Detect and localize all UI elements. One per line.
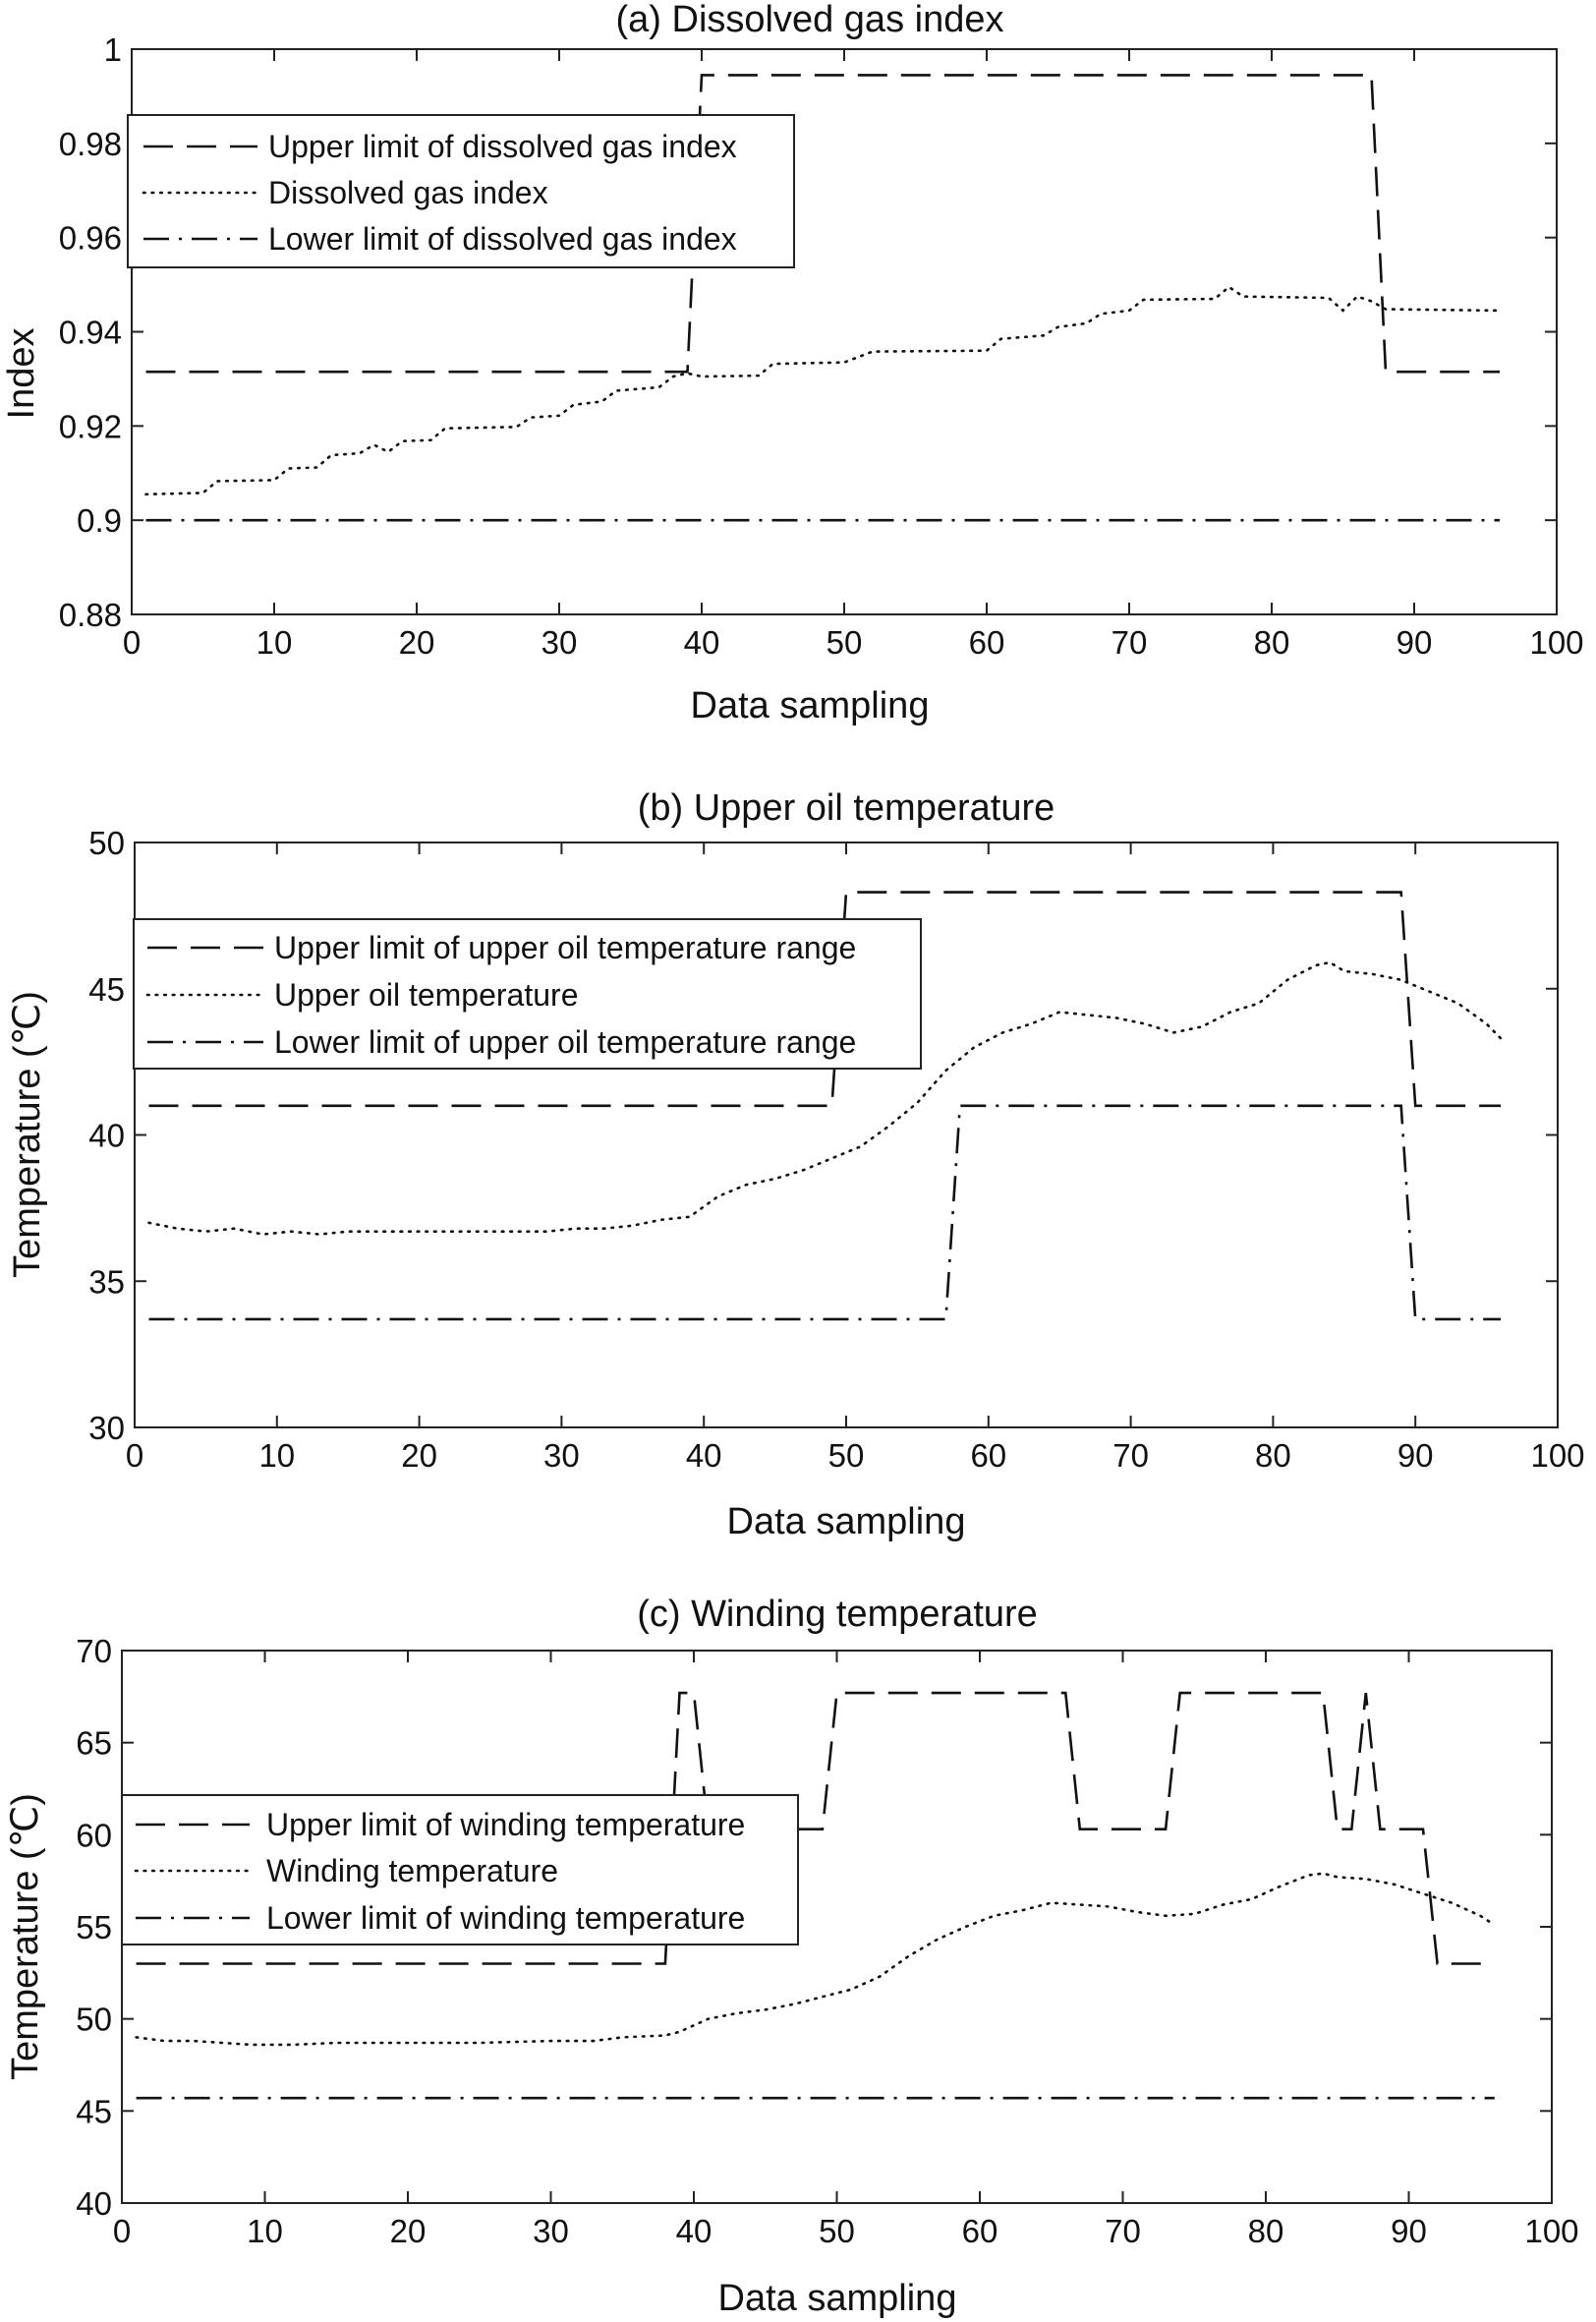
panel-c-xtick-label: 30 [533,2213,569,2249]
panel-c-ytick-label: 65 [76,1725,112,1762]
panel-c-xtick-label: 20 [390,2213,427,2249]
panel-a-xtick-label: 30 [542,624,578,661]
panel-b-ytick-label: 45 [88,971,125,1008]
panel-a-series-upper [145,74,1500,374]
panel-c-legend-label-value: Winding temperature [266,1853,558,1888]
panel-b-xtick-label: 0 [126,1437,143,1474]
panel-b-ytick-label: 30 [88,1410,125,1446]
panel-a-ytick-label: 0.94 [59,315,122,351]
panel-b-series-lower [148,1104,1502,1321]
panel-c-ytick-label: 55 [76,1909,112,1945]
panel-a-ytick-label: 0.96 [59,220,122,257]
panel-a-ticks: 0 10 20 30 40 50 60 70 80 90 100 0.88 0.9 0.92 0.94 0.9… [59,31,1584,661]
panel-a-legend-label-lower: Lower limit of dissolved gas index [268,221,737,257]
panel-a-ylabel: Index [1,328,42,420]
panel-c-xtick-label: 60 [962,2213,998,2249]
panel-b-legend: Upper limit of upper oil temperature ran… [133,918,922,1070]
panel-a-ytick-label: 1 [104,31,122,68]
panel-b: (b) Upper oil temperature Data sampling … [7,787,1585,1542]
panel-c-xlabel: Data sampling [718,2278,957,2319]
panel-b-xtick-label: 30 [543,1437,580,1474]
panel-a-ytick-label: 0.88 [59,597,122,633]
panel-a-legend: Upper limit of dissolved gas index Disso… [127,114,795,268]
panel-b-series-upper [148,891,1502,1108]
panel-a-xtick-label: 10 [256,624,293,661]
panel-b-title: (b) Upper oil temperature [638,787,1055,829]
panel-c-ytick-label: 50 [76,2002,112,2038]
panel-c-legend: Upper limit of winding temperature Windi… [121,1794,799,1945]
panel-c-legend-label-lower: Lower limit of winding temperature [266,1900,745,1936]
panel-a-series [144,74,1502,522]
panel-a-xtick-label: 40 [684,624,720,661]
panel-b-series-value [147,960,1503,1236]
panel-a-legend-label-value: Dissolved gas index [268,175,548,210]
panel-c-xtick-label: 90 [1391,2213,1427,2249]
panel-b-ytick-label: 50 [88,825,125,861]
panel-c-xtick-label: 0 [113,2213,131,2249]
panel-b-ticks: 0 10 20 30 40 50 60 70 80 90 100 30 35 40 45 50 [88,825,1584,1474]
panel-b-xtick-label: 60 [970,1437,1006,1474]
panel-c: (c) Winding temperature Data sampling Te… [5,1594,1579,2319]
panel-a-ytick-label: 0.92 [59,408,122,444]
panel-a-xtick-label: 20 [399,624,435,661]
panel-c-series-upper [136,1691,1495,1965]
panel-a-legend-label-upper: Upper limit of dissolved gas index [268,129,737,164]
panel-a-title: (a) Dissolved gas index [616,0,1004,40]
panel-c-ytick-label: 60 [76,1817,112,1853]
panel-a-xtick-label: 80 [1254,624,1290,661]
panel-a-xtick-label: 100 [1529,624,1583,661]
panel-b-xlabel: Data sampling [727,1501,966,1542]
panel-a-legend-box [127,114,795,268]
panel-c-xtick-label: 50 [819,2213,855,2249]
panel-b-series [147,891,1503,1321]
panel-b-xtick-label: 70 [1112,1437,1149,1474]
panel-b-legend-label-upper: Upper limit of upper oil temperature ran… [274,930,856,965]
panel-c-ytick-label: 40 [76,2185,112,2222]
panel-b-legend-label-lower: Lower limit of upper oil temperature ran… [274,1024,856,1060]
panel-a: (a) Dissolved gas index Data sampling In… [1,0,1584,726]
panel-c-series-value [135,1872,1497,2047]
panel-c-ylabel: Temperature (℃) [5,1793,46,2080]
panel-b-ytick-label: 35 [88,1263,125,1300]
panel-c-ytick-label: 45 [76,2093,112,2129]
panel-a-xtick-label: 90 [1396,624,1433,661]
panel-a-xtick-label: 50 [826,624,863,661]
panel-b-xtick-label: 10 [258,1437,295,1474]
panel-a-xtick-label: 70 [1112,624,1148,661]
panel-b-xtick-label: 50 [828,1437,865,1474]
panel-a-ytick-label: 0.98 [59,126,122,162]
panel-a-xlabel: Data sampling [691,685,930,726]
panel-b-xtick-label: 100 [1530,1437,1584,1474]
panel-c-xtick-label: 40 [676,2213,712,2249]
panel-c-legend-box [121,1794,799,1945]
panel-b-xtick-label: 90 [1397,1437,1434,1474]
panel-b-xtick-label: 80 [1255,1437,1291,1474]
panel-a-xtick-label: 60 [969,624,1005,661]
panel-c-xtick-label: 80 [1248,2213,1284,2249]
panel-c-ticks: 0 10 20 30 40 50 60 70 80 90 100 40 45 50 55 60 65 70 [76,1633,1578,2249]
panel-c-xtick-label: 100 [1524,2213,1578,2249]
panel-a-series-value [144,285,1502,496]
panel-c-series [135,1691,1497,2100]
panel-a-ytick-label: 0.9 [77,502,122,539]
panel-b-legend-label-value: Upper oil temperature [274,977,578,1013]
panel-b-xtick-label: 20 [401,1437,437,1474]
panel-b-ylabel: Temperature (℃) [7,991,48,1278]
panel-c-xtick-label: 10 [247,2213,283,2249]
panel-b-legend-box [133,918,922,1070]
panel-b-ytick-label: 40 [88,1118,125,1154]
panel-c-title: (c) Winding temperature [637,1594,1038,1635]
panel-c-legend-label-upper: Upper limit of winding temperature [266,1807,745,1842]
panel-a-xtick-label: 0 [123,624,141,661]
panel-c-ytick-label: 70 [76,1633,112,1669]
panel-c-xtick-label: 70 [1105,2213,1141,2249]
panel-b-xtick-label: 40 [686,1437,722,1474]
